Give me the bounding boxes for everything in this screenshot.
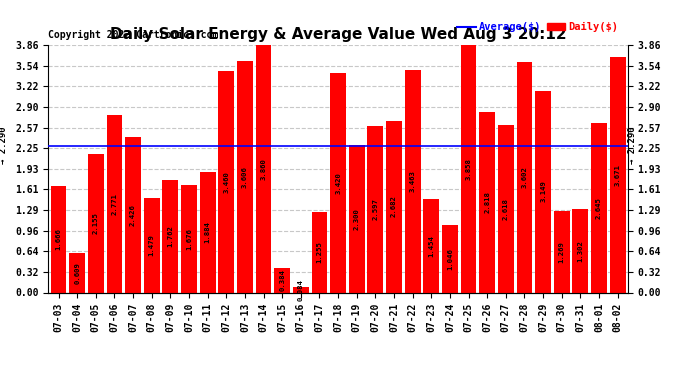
Text: 1.302: 1.302 [578,240,583,262]
Bar [349,145,364,292]
Text: 3.149: 3.149 [540,181,546,203]
Bar [199,172,215,292]
Bar [162,180,178,292]
Text: 2.618: 2.618 [503,198,509,219]
Text: 1.884: 1.884 [205,221,210,243]
Text: 1.269: 1.269 [559,241,564,263]
Text: 3.602: 3.602 [522,166,527,188]
Bar [312,212,327,292]
Bar [517,62,533,292]
Text: 2.645: 2.645 [596,197,602,219]
Text: 3.606: 3.606 [242,166,248,188]
Text: 3.420: 3.420 [335,172,341,194]
Bar [535,91,551,292]
Text: 2.818: 2.818 [484,191,490,213]
Text: 2.155: 2.155 [93,213,99,234]
Bar [181,185,197,292]
Text: 3.860: 3.860 [261,158,266,180]
Bar [125,137,141,292]
Bar [405,70,421,292]
Text: 1.666: 1.666 [56,228,61,250]
Text: 1.676: 1.676 [186,228,192,250]
Text: Copyright 2022 Cartronics.com: Copyright 2022 Cartronics.com [48,30,219,40]
Text: 1.454: 1.454 [428,235,434,257]
Text: 3.460: 3.460 [224,171,229,192]
Bar [144,198,159,292]
Bar [274,268,290,292]
Text: 2.771: 2.771 [112,193,117,214]
Text: 2.426: 2.426 [130,204,136,226]
Bar [331,73,346,292]
Bar [293,287,308,292]
Bar [368,126,383,292]
Bar [88,154,103,292]
Text: 0.609: 0.609 [75,262,80,284]
Bar [480,112,495,292]
Text: 2.682: 2.682 [391,196,397,217]
Legend: Average($), Daily($): Average($), Daily($) [453,18,622,36]
Bar [461,45,477,292]
Title: Daily Solar Energy & Average Value Wed Aug 3 20:12: Daily Solar Energy & Average Value Wed A… [110,27,566,42]
Text: 1.255: 1.255 [317,242,322,263]
Bar [610,57,626,292]
Bar [554,211,570,292]
Text: 3.671: 3.671 [615,164,620,186]
Text: 3.463: 3.463 [410,171,415,192]
Bar [50,186,66,292]
Bar [424,199,440,292]
Text: 2.597: 2.597 [373,198,378,220]
Bar [573,209,589,292]
Text: 1.046: 1.046 [447,248,453,270]
Bar [69,254,85,292]
Text: → 2.290: → 2.290 [628,127,637,165]
Bar [255,45,271,292]
Bar [498,124,514,292]
Text: 3.858: 3.858 [466,158,471,180]
Text: 2.300: 2.300 [354,208,359,230]
Bar [218,70,234,292]
Text: → 2.290: → 2.290 [0,127,8,165]
Text: 0.084: 0.084 [298,279,304,301]
Bar [237,61,253,292]
Text: 0.384: 0.384 [279,269,285,291]
Bar [386,120,402,292]
Bar [591,123,607,292]
Text: 1.762: 1.762 [168,225,173,247]
Text: 1.479: 1.479 [149,234,155,256]
Bar [442,225,458,292]
Bar [106,115,122,292]
